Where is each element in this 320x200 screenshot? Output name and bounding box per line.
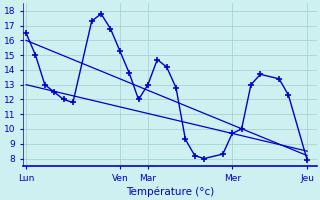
X-axis label: Température (°c): Température (°c) bbox=[126, 186, 214, 197]
